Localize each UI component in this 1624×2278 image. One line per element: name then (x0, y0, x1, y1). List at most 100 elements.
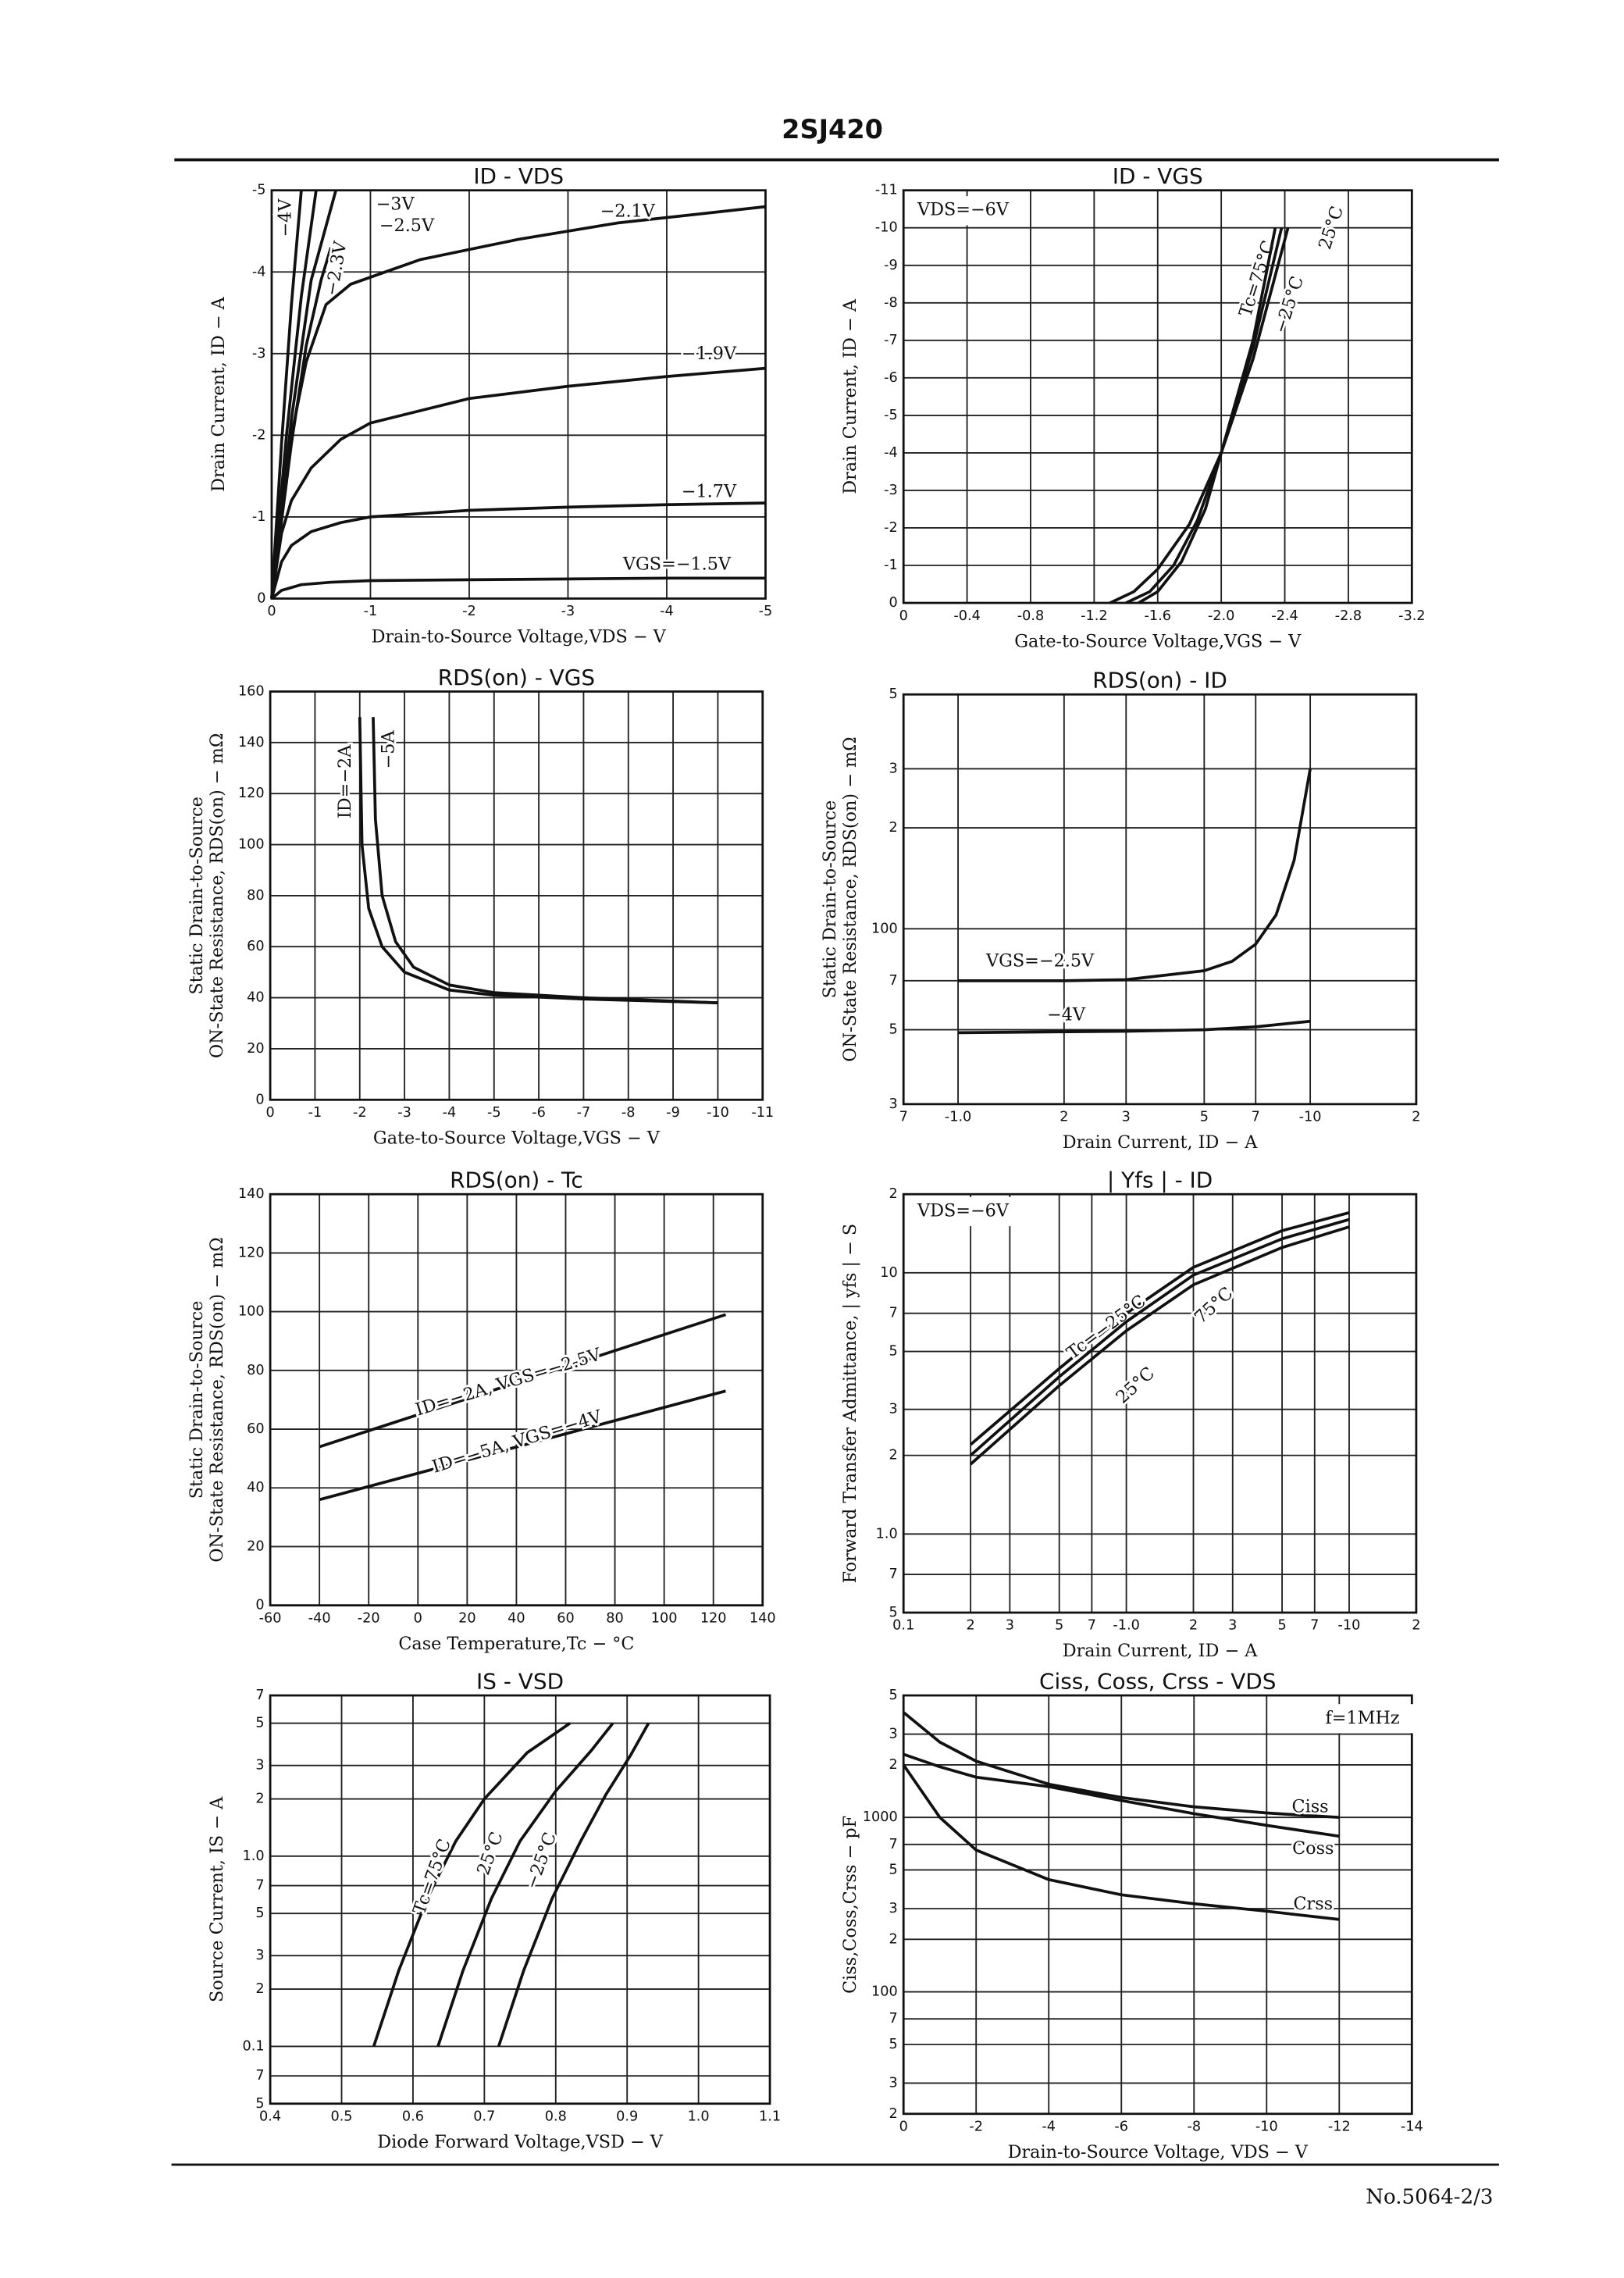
y-tick-label: 120 (238, 786, 265, 801)
series-line (958, 1019, 1311, 1035)
x-axis-label: Case Temperature,Tc − °C (398, 1634, 634, 1654)
y-tick-label: 120 (238, 1245, 265, 1260)
chart-title: | Yfs | - ID (1107, 1167, 1213, 1192)
annotation: VDS=−6V (917, 1201, 1010, 1221)
series-label: VGS=−1.5V (622, 554, 732, 575)
series-line (319, 1389, 726, 1502)
y-tick-label: 100 (871, 1984, 898, 2000)
y-tick-label: 20 (247, 1041, 264, 1057)
x-axis-label: Drain-to-Source Voltage,VDS − V (372, 627, 667, 647)
series-label: Crss (1293, 1894, 1333, 1914)
series-label: −25°C (522, 1830, 561, 1892)
x-tick-label: 3 (1228, 1618, 1237, 1634)
y-tick-label: 1.0 (876, 1526, 898, 1542)
x-tick-label: -20 (358, 1610, 380, 1626)
series-label: ID=−2A (335, 744, 355, 818)
x-tick-label: 120 (700, 1610, 727, 1626)
x-tick-label: -2 (969, 2119, 983, 2135)
y-tick-label: -3 (252, 346, 266, 362)
series-label: ID=−5A, VGS=−4V (429, 1406, 604, 1478)
x-tick-label: 7 (1310, 1618, 1319, 1634)
x-tick-label: -0.8 (1017, 608, 1044, 624)
y-tick-label: 80 (247, 1363, 264, 1378)
y-axis-label: ON-State Resistance, RDS(on) − mΩ (207, 733, 227, 1058)
x-tick-label: 80 (606, 1610, 623, 1626)
page-number: No.5064-2/3 (1366, 2186, 1493, 2209)
x-tick-label: -1 (308, 1105, 322, 1121)
chart-title: RDS(on) - ID (1092, 667, 1227, 693)
x-tick-label: -14 (1401, 2119, 1423, 2135)
x-tick-label: -12 (1328, 2119, 1351, 2135)
series-line (270, 190, 303, 599)
series-line (903, 1752, 1340, 1838)
x-tick-label: 2 (1412, 1618, 1420, 1634)
chart-title: ID - VDS (473, 163, 564, 189)
x-tick-label: -10 (1255, 2119, 1278, 2135)
y-tick-label: 40 (247, 1480, 264, 1495)
y-tick-label: 5 (889, 686, 898, 702)
y-tick-label: -4 (884, 445, 898, 461)
x-axis-label: Gate-to-Source Voltage,VGS − V (373, 1128, 661, 1149)
y-tick-label: 2 (889, 1448, 898, 1463)
x-tick-label: 5 (1200, 1110, 1209, 1125)
x-tick-label: -3.2 (1398, 608, 1425, 624)
y-tick-label: 0.1 (243, 2038, 265, 2054)
x-axis-label: Drain Current, ID − A (1063, 1641, 1259, 1661)
series-line (1109, 227, 1290, 604)
x-tick-label: -1.0 (945, 1110, 971, 1125)
x-tick-label: -6 (1114, 2119, 1128, 2135)
annotation-box (905, 1196, 1024, 1227)
y-axis-label: Forward Transfer Admittance, | yfs | − S (840, 1224, 860, 1584)
x-tick-label: -8 (1187, 2119, 1201, 2135)
x-axis-label: Drain-to-Source Voltage, VDS − V (1008, 2142, 1309, 2162)
y-tick-label: 100 (238, 1304, 265, 1320)
series-label: 25°C (473, 1829, 508, 1877)
series-label: −1.9V (682, 344, 737, 364)
y-tick-label: 3 (889, 1727, 898, 1742)
x-axis-label: Drain Current, ID − A (1063, 1132, 1259, 1153)
plot-frame (269, 690, 764, 1101)
chart-title: RDS(on) - Tc (450, 1167, 583, 1192)
series-label: −4V (276, 198, 296, 237)
series-label: −4V (1047, 1004, 1086, 1025)
x-tick-label: 2 (1412, 1110, 1420, 1125)
y-tick-label: -2 (884, 520, 898, 536)
y-tick-label: -7 (884, 333, 898, 348)
x-tick-label: -2 (353, 1105, 367, 1121)
y-tick-label: -2 (252, 427, 266, 443)
x-tick-label: 1.1 (759, 2109, 781, 2125)
series-label: Tc=75°C (409, 1836, 455, 1917)
x-tick-label: -2 (462, 604, 476, 619)
page-title: 2SJ420 (782, 114, 883, 144)
y-tick-label: 7 (889, 1306, 898, 1321)
x-tick-label: -2.8 (1335, 608, 1362, 624)
series-line (902, 1763, 1340, 1921)
x-tick-label: 0 (899, 608, 908, 624)
y-tick-label: 7 (889, 973, 898, 989)
x-tick-label: -4 (443, 1105, 457, 1121)
y-tick-label: 7 (889, 2011, 898, 2027)
series-line (372, 717, 718, 1004)
x-tick-label: 1.0 (688, 2109, 710, 2125)
y-tick-label: -4 (252, 264, 266, 280)
x-tick-label: -1 (364, 604, 378, 619)
series-label: −2.5V (379, 216, 435, 236)
chart-title: Ciss, Coss, Crss - VDS (1039, 1668, 1276, 1694)
y-tick-label: 7 (255, 1688, 264, 1703)
y-tick-label: 5 (255, 1716, 264, 1731)
x-tick-label: 0 (414, 1610, 422, 1626)
x-tick-label: -40 (308, 1610, 331, 1626)
y-tick-label: 1000 (863, 1809, 898, 1825)
x-tick-label: -3 (561, 604, 575, 619)
y-tick-label: 2 (889, 1931, 898, 1947)
y-tick-label: 40 (247, 990, 264, 1006)
y-tick-label: 10 (880, 1265, 897, 1281)
series-line (270, 205, 766, 599)
x-axis-label: Diode Forward Voltage,VSD − V (377, 2132, 663, 2152)
x-tick-label: 0.8 (545, 2109, 567, 2125)
annotation-box (1304, 1704, 1424, 1734)
x-tick-label: -1.6 (1145, 608, 1171, 624)
y-tick-label: 2 (889, 2106, 898, 2122)
series-line (270, 576, 766, 600)
y-tick-label: -10 (875, 220, 898, 236)
